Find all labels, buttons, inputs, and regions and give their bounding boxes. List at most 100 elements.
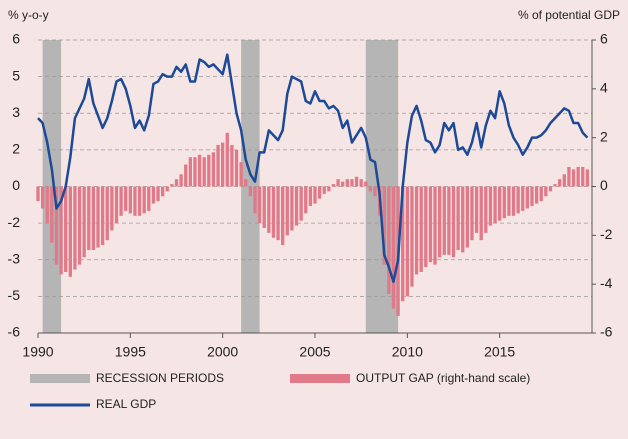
bar (424, 186, 428, 268)
bar (433, 186, 437, 265)
x-tick-label: 2010 (392, 344, 423, 360)
bar (516, 186, 520, 214)
bar (77, 186, 82, 265)
bar (114, 186, 119, 224)
bar (193, 157, 197, 187)
bar (230, 144, 234, 187)
y2-tick-label: 6 (600, 31, 608, 47)
bar (474, 186, 479, 233)
bar (498, 186, 502, 221)
x-tick-label: 2005 (299, 344, 330, 360)
bar (548, 186, 553, 192)
bar (59, 186, 63, 275)
bar (257, 186, 262, 224)
bar (40, 186, 45, 209)
bar (244, 179, 248, 187)
bar (567, 166, 571, 187)
bar (96, 186, 100, 248)
bar (410, 186, 414, 287)
bar (105, 186, 109, 241)
bar (64, 186, 68, 272)
bar (530, 186, 534, 207)
bar (401, 186, 405, 302)
bar (470, 186, 474, 241)
bar (179, 174, 183, 187)
y2-tick-label: -4 (600, 275, 613, 291)
bar (364, 181, 368, 187)
x-tick-label: 2000 (207, 344, 238, 360)
bar (54, 186, 59, 265)
legend-label: RECESSION PERIODS (96, 371, 224, 385)
bar (119, 186, 123, 216)
bar (451, 186, 456, 258)
y-tick-label: 3 (12, 104, 20, 120)
bar (184, 164, 188, 187)
bar (484, 186, 488, 233)
bar (562, 174, 566, 187)
bar (581, 166, 585, 187)
y2-tick-label: 2 (600, 128, 608, 144)
bar (442, 186, 446, 255)
bar (354, 176, 359, 187)
bar (221, 142, 225, 187)
bar (160, 186, 165, 197)
bar (45, 186, 49, 224)
bar (128, 186, 132, 214)
y2-tick-label: -6 (600, 324, 613, 340)
bar (493, 186, 497, 224)
bar (428, 186, 433, 263)
bar (36, 186, 40, 202)
bar (124, 186, 128, 211)
bar (165, 186, 169, 192)
bar (313, 186, 317, 204)
bar (447, 186, 451, 255)
bar (142, 186, 146, 214)
bar (290, 186, 294, 231)
y-tick-label: 6 (12, 31, 20, 47)
bar (544, 186, 548, 197)
y-tick-label: 2 (12, 141, 20, 157)
bar (350, 179, 354, 187)
bar (225, 132, 229, 187)
bar (151, 186, 156, 204)
bar (248, 186, 253, 197)
bar (317, 186, 322, 199)
y2-tick-label: 0 (600, 177, 608, 193)
bar (207, 154, 211, 187)
bar (202, 157, 206, 187)
bar (539, 186, 543, 202)
bar (456, 186, 460, 250)
y-tick-label: -6 (8, 324, 21, 340)
bar (91, 186, 96, 250)
bar (137, 186, 142, 216)
bar (110, 186, 114, 231)
bar (68, 186, 72, 277)
bar (576, 166, 580, 187)
bar (188, 157, 193, 187)
y-axis-label: % y-o-y (8, 8, 49, 22)
bar (299, 186, 303, 221)
bar (405, 186, 409, 297)
bar (262, 186, 266, 229)
x-tick-label: 2015 (484, 344, 515, 360)
bar (216, 144, 220, 187)
bar (304, 186, 308, 214)
legend-label: REAL GDP (96, 397, 156, 411)
y2-tick-label: 4 (600, 80, 608, 96)
bar (147, 186, 151, 211)
bar (267, 186, 271, 233)
bar (197, 154, 202, 187)
legend-swatch (30, 374, 90, 383)
bar (276, 186, 280, 241)
bar (271, 186, 276, 238)
y-tick-label: -2 (8, 214, 21, 230)
bar (359, 179, 363, 187)
bar (341, 181, 345, 187)
bar (308, 186, 313, 207)
bar (534, 186, 539, 204)
y-tick-label: -5 (8, 287, 21, 303)
bar (345, 179, 349, 187)
bar (437, 186, 442, 258)
